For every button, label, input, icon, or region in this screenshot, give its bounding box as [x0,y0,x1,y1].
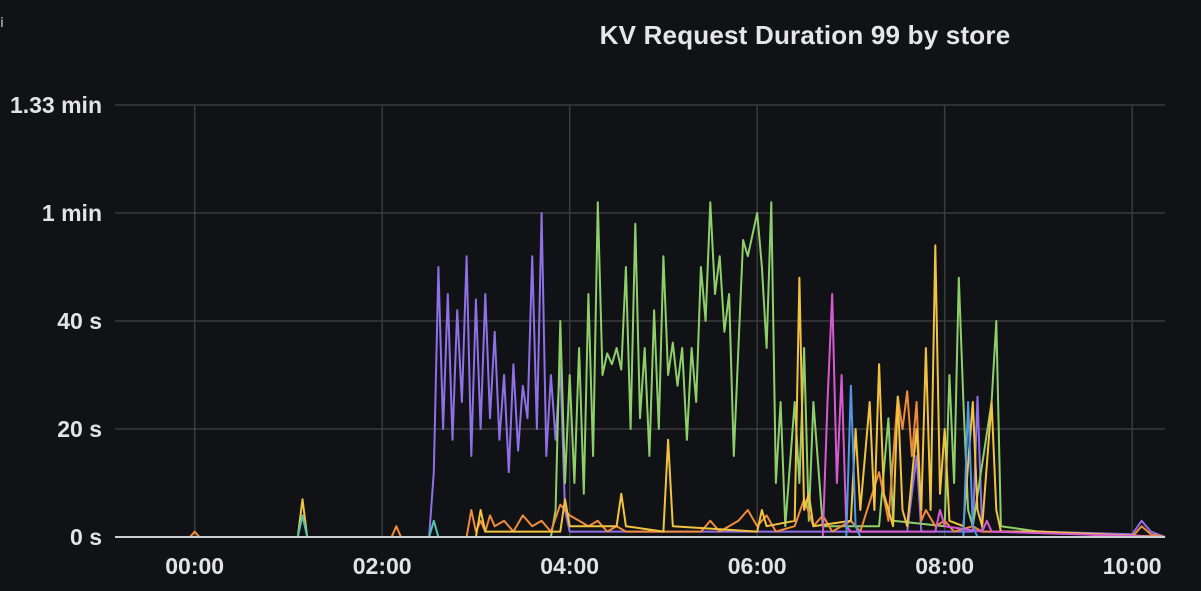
x-tick-label: 08:00 [915,553,974,579]
x-tick-label: 10:00 [1103,553,1162,579]
panel-title[interactable]: KV Request Duration 99 by store [599,20,1011,50]
x-axis-ticks: 00:00 02:00 04:00 06:00 08:00 10:00 [165,553,1161,579]
y-tick-label: 40 s [57,308,102,334]
series-line-4[interactable] [115,293,1166,538]
x-tick-label: 04:00 [540,553,599,579]
y-tick-label: 1 min [42,200,102,226]
series-line-1[interactable] [115,201,1166,538]
y-tick-label: 0 s [70,524,102,550]
y-axis-ticks: 0 s 20 s 40 s 1 min 1.33 min [10,92,102,550]
x-tick-label: 00:00 [165,553,224,579]
x-gridlines [193,105,1133,537]
x-tick-label: 02:00 [353,553,412,579]
series-line-0[interactable] [115,212,1166,538]
series-line-2[interactable] [115,390,1166,538]
series-lines [115,201,1166,538]
y-tick-label: 20 s [57,416,102,442]
x-tick-label: 06:00 [728,553,787,579]
y-tick-label: 1.33 min [10,92,102,118]
series-line-3[interactable] [115,244,1166,538]
panel-info-icon[interactable]: i [0,14,4,30]
